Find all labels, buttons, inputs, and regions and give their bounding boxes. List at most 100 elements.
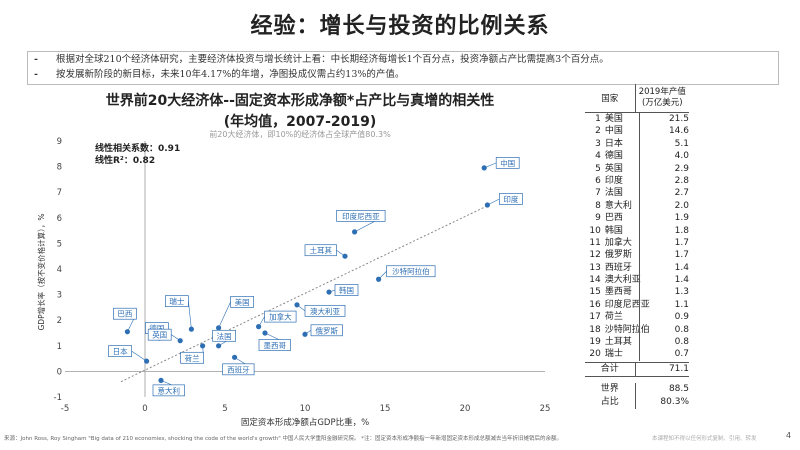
rank-cell: 20 bbox=[589, 349, 601, 360]
point-label: 荷兰 bbox=[185, 353, 200, 363]
country-cell: 俄罗斯 bbox=[604, 250, 632, 261]
share-row: 占比 80.3% bbox=[585, 395, 689, 409]
point-label: 土耳其 bbox=[310, 245, 333, 255]
value-cell: 1.4 bbox=[638, 261, 689, 275]
chart-title-line2: (年均值，2007-2019) bbox=[223, 114, 377, 130]
rank-cell: 3 bbox=[595, 138, 601, 149]
point-label: 美国 bbox=[235, 297, 250, 307]
country-cell: 巴西 bbox=[604, 213, 623, 224]
country-cell: 法国 bbox=[604, 188, 623, 199]
point-label-box bbox=[113, 307, 137, 320]
point-label-box bbox=[258, 339, 291, 351]
country-cell: 日本 bbox=[604, 138, 623, 149]
point-label: 沙特阿拉伯 bbox=[392, 266, 430, 276]
y-tick-label: 0 bbox=[57, 367, 62, 377]
point-label-box bbox=[334, 284, 359, 296]
table-row: 2 中国 14.6 bbox=[585, 125, 689, 138]
x-tick-label: -5 bbox=[61, 404, 69, 414]
country-cell: 美国 bbox=[604, 114, 623, 124]
total-value: 71.1 bbox=[634, 362, 689, 376]
world-value: 88.5 bbox=[634, 382, 689, 396]
table-row: 11 加拿大 1.7 bbox=[585, 236, 689, 250]
table-row: 13 西班牙 1.4 bbox=[585, 261, 689, 275]
axes-layer: -5 0 5 10 15 20 25 -1 0 1 2 3 4 5 6 7 8 9 bbox=[54, 137, 551, 414]
rank-cell: 5 bbox=[595, 163, 601, 174]
value-cell: 0.9 bbox=[638, 311, 689, 324]
point-label-box bbox=[230, 296, 254, 308]
rank-cell: 9 bbox=[595, 213, 601, 224]
value-cell: 0.7 bbox=[638, 348, 689, 361]
trendline bbox=[120, 204, 490, 383]
table-row: 20 瑞士 0.7 bbox=[585, 348, 689, 361]
point-label-box bbox=[304, 244, 337, 257]
point-label: 澳大利亚 bbox=[310, 306, 340, 316]
point-label-box bbox=[304, 304, 346, 317]
country-cell: 瑞士 bbox=[604, 349, 623, 360]
point-label-box bbox=[264, 310, 297, 323]
table-row: 6 印度 2.8 bbox=[585, 174, 689, 188]
trendline-layer bbox=[120, 204, 490, 383]
country-cell: 韩国 bbox=[604, 225, 623, 236]
y-tick-label: 2 bbox=[57, 316, 62, 326]
table-header: 国家 2019年产值 (万亿美元) bbox=[585, 84, 689, 113]
country-cell: 澳大利亚 bbox=[604, 275, 641, 286]
point-label: 韩国 bbox=[339, 285, 354, 295]
value-cell: 5.1 bbox=[638, 137, 689, 151]
header-value-line2: (万亿美元) bbox=[641, 98, 683, 108]
country-cell: 西班牙 bbox=[604, 262, 632, 273]
rank-cell: 18 bbox=[589, 324, 601, 335]
bullet-text: 根据对全球210个经济体研究，主要经济体投资与增长统计上看：中长期经济每增长1个… bbox=[56, 54, 609, 65]
point-label: 印度 bbox=[503, 194, 518, 204]
source-footnote: 来源：John Ross, Roy Singham "Big data of 2… bbox=[4, 436, 563, 442]
country-cell: 英国 bbox=[604, 163, 623, 174]
point-label-box bbox=[386, 265, 436, 278]
rank-cell: 19 bbox=[589, 337, 601, 348]
point-label-box bbox=[222, 363, 255, 376]
point-label-box bbox=[336, 210, 386, 222]
rank-cell: 6 bbox=[595, 175, 601, 186]
table-row: 9 巴西 1.9 bbox=[585, 212, 689, 225]
point-label: 日本 bbox=[113, 346, 128, 356]
rank-cell: 17 bbox=[589, 312, 601, 323]
point-label-box bbox=[180, 351, 204, 364]
value-cell: 2.0 bbox=[638, 199, 689, 213]
summary-box: - 根据对全球210个经济体研究，主要经济体投资与增长统计上看：中长期经济每增长… bbox=[27, 51, 779, 85]
country-cell: 荷兰 bbox=[604, 312, 623, 323]
table-row: 8 意大利 2.0 bbox=[585, 199, 689, 213]
point-label: 印度尼西亚 bbox=[342, 211, 380, 221]
x-tick-label: 20 bbox=[460, 404, 471, 414]
point-label-box bbox=[499, 193, 523, 205]
table-row: 17 荷兰 0.9 bbox=[585, 311, 689, 324]
point-label-box bbox=[212, 329, 236, 342]
point-label: 俄罗斯 bbox=[316, 325, 339, 335]
total-label: 合计 bbox=[600, 363, 619, 374]
value-cell: 2.8 bbox=[638, 174, 689, 188]
y-tick-label: 7 bbox=[57, 188, 62, 198]
point-label-box bbox=[310, 324, 343, 337]
table-body: 1 美国 21.5 2 中国 14.6 3 日本 5.1 4 德国 4.0 5 英国 2.9 6 印度 2.8 7 法… bbox=[585, 113, 689, 361]
value-cell: 0.8 bbox=[638, 336, 689, 349]
rank-cell: 10 bbox=[589, 225, 601, 236]
value-cell: 2.7 bbox=[638, 187, 689, 200]
value-cell: 1.7 bbox=[638, 236, 689, 250]
country-cell: 德国 bbox=[604, 151, 623, 162]
value-cell: 1.3 bbox=[638, 286, 689, 299]
country-cell: 印度尼西亚 bbox=[604, 299, 650, 310]
country-cell: 加拿大 bbox=[604, 237, 632, 248]
label-leader-line bbox=[258, 316, 265, 327]
bullet-text: 按发展新阶段的新目标，未来10年4.17%的年增，净图投成仪需占约13%的产值。 bbox=[56, 69, 405, 80]
label-leader-line bbox=[188, 301, 192, 330]
y-tick-label: 1 bbox=[57, 342, 62, 352]
label-leader-line bbox=[487, 198, 500, 206]
value-cell: 4.0 bbox=[638, 150, 689, 163]
x-tick-label: 15 bbox=[380, 404, 391, 414]
table-row: 4 德国 4.0 bbox=[585, 150, 689, 163]
chart-title-line1: 世界前20大经济体--固定资本形成净额*占产比与真增的相关性 bbox=[105, 93, 495, 109]
label-leader-line bbox=[131, 350, 147, 362]
rank-cell: 2 bbox=[595, 126, 601, 137]
country-cell: 中国 bbox=[604, 126, 623, 137]
chart-title: 世界前20大经济体--固定资本形成净额*占产比与真增的相关性 (年均值，2007… bbox=[80, 91, 520, 133]
value-cell: 14.6 bbox=[638, 125, 689, 138]
